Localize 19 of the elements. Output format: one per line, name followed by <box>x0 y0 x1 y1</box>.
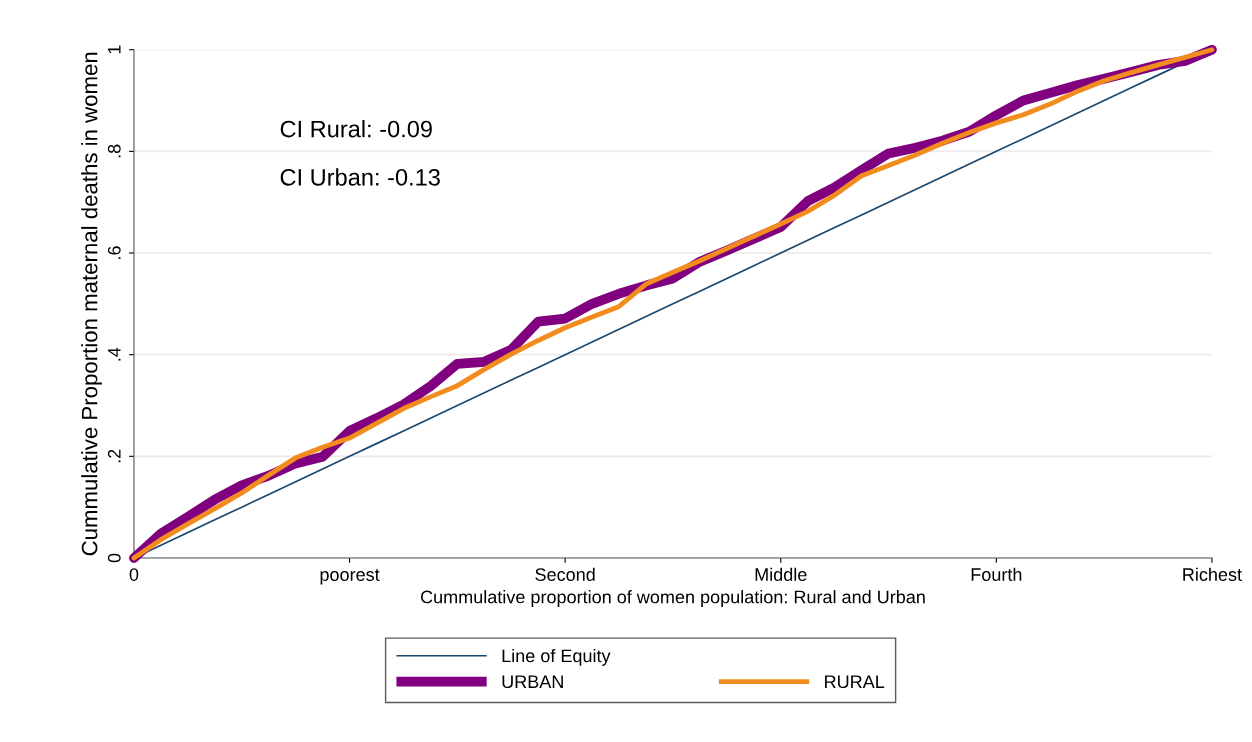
y-axis-title: Cummulative Proportion maternal deaths in women <box>81 52 102 556</box>
x-tick-label: Second <box>535 567 595 581</box>
legend-label: Line of Equity <box>502 649 611 666</box>
legend-label: RURAL <box>825 675 885 689</box>
annotation: CI Rural: -0.09 <box>280 120 432 138</box>
x-tick-label: Middle <box>755 567 807 581</box>
y-tick-label: .4 <box>108 347 121 361</box>
y-tick-label: .8 <box>107 144 121 158</box>
x-tick-label: Fourth <box>971 567 1022 581</box>
annotation: CI Urban: -0.13 <box>280 168 440 186</box>
x-tick-label: Richest <box>1183 567 1242 581</box>
x-tick-label: 0 <box>129 568 139 581</box>
y-tick-label: 1 <box>108 45 121 54</box>
x-tick-label: poorest <box>320 569 380 585</box>
y-tick-label: 0 <box>107 553 121 563</box>
y-tick-label: .6 <box>107 246 121 259</box>
x-axis-title: Cummulative proportion of women population: Rural and Urban <box>420 590 925 607</box>
y-tick-label: .2 <box>107 449 121 463</box>
legend-label: URBAN <box>502 675 563 689</box>
